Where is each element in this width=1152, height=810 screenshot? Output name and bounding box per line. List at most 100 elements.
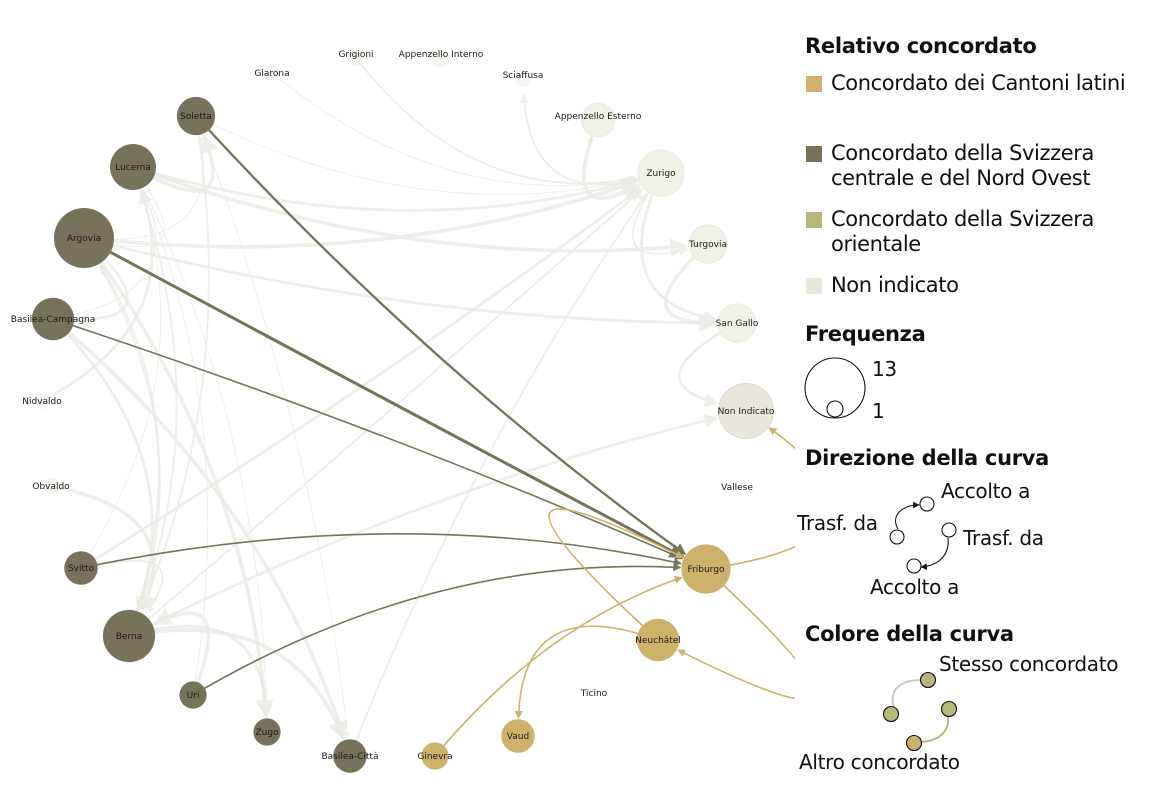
node-label: Uri xyxy=(187,691,200,701)
node-label: Basilea-Città xyxy=(321,752,378,762)
node-lucerna[interactable]: Lucerna xyxy=(110,144,156,190)
node-nidvaldo[interactable]: Nidvaldo xyxy=(22,393,62,409)
direction-label-received-a: Accolto a xyxy=(941,479,1031,503)
node-appenzello-esterno[interactable]: Appenzello Esterno xyxy=(555,102,642,138)
node-circle xyxy=(64,551,98,585)
background-edge xyxy=(631,172,689,256)
legend-swatch-centrale xyxy=(806,146,822,162)
node-label: Vallese xyxy=(721,483,753,493)
background-edge xyxy=(128,628,346,741)
node-label: Ginevra xyxy=(417,752,452,762)
node-obvaldo[interactable]: Obvaldo xyxy=(32,478,70,494)
legend-direction-title: Direzione della curva xyxy=(805,446,1050,470)
node-argovia[interactable]: Argovia xyxy=(53,207,115,269)
background-edge xyxy=(51,317,348,740)
background-edge xyxy=(677,321,738,407)
node-circle xyxy=(586,685,602,701)
node-circle xyxy=(264,65,280,81)
node-turgovia[interactable]: Turgovia xyxy=(688,224,728,264)
node-grigioni[interactable]: Grigioni xyxy=(338,50,374,66)
node-glarona[interactable]: Glarona xyxy=(254,65,290,81)
color-label-other: Altro concordato xyxy=(799,750,960,774)
node-berna[interactable]: Berna xyxy=(102,609,156,663)
background-edge xyxy=(83,178,640,249)
node-basilea-citta[interactable]: Basilea-Città xyxy=(321,739,379,773)
color-label-same: Stesso concordato xyxy=(939,652,1119,676)
background-edge xyxy=(271,72,637,186)
node-label: Friburgo xyxy=(688,565,725,575)
node-appenzello-interno[interactable]: Appenzello Interno xyxy=(399,50,484,68)
background-edge xyxy=(99,264,160,637)
node-circle xyxy=(110,144,156,190)
node-ginevra[interactable]: Ginevra xyxy=(417,742,453,770)
edge-ginevra-to-friburgo xyxy=(434,575,683,757)
node-circle xyxy=(637,149,685,197)
edge-uri-to-friburgo xyxy=(192,563,682,696)
node-label: Soletta xyxy=(180,112,212,122)
node-zugo[interactable]: Zugo xyxy=(253,718,281,746)
legend-item-centrale: Concordato della Svizzera centrale e del… xyxy=(806,141,1136,191)
node-svitto[interactable]: Svitto xyxy=(64,551,98,585)
node-neuchatel[interactable]: Neuchâtel xyxy=(635,618,681,662)
legend-swatch-orientale xyxy=(806,212,822,228)
node-sciaffusa[interactable]: Sciaffusa xyxy=(503,71,544,87)
node-circle xyxy=(102,609,156,663)
node-label: Ticino xyxy=(580,689,608,699)
node-soletta[interactable]: Soletta xyxy=(176,96,216,136)
node-non-indicato[interactable]: Non Indicato xyxy=(718,383,775,439)
legend-item-none: Non indicato xyxy=(806,273,1136,298)
direction-label-transferred-b: Trasf. da xyxy=(963,526,1044,550)
background-edge xyxy=(640,172,718,325)
node-san-gallo[interactable]: San Gallo xyxy=(716,303,759,343)
node-zurigo[interactable]: Zurigo xyxy=(637,149,685,197)
node-label: Svitto xyxy=(68,564,95,574)
node-label: Basilea-Campagna xyxy=(11,315,95,325)
background-edge xyxy=(132,165,689,257)
node-vaud[interactable]: Vaud xyxy=(501,719,535,753)
legend-concordat-title: Relativo concordato xyxy=(805,34,1037,58)
legend-swatch-none xyxy=(806,278,822,294)
direction-arrows-icon xyxy=(889,496,957,574)
node-circle xyxy=(43,478,59,494)
legend-label-orientale: Concordato della Svizzera orientale xyxy=(831,207,1094,256)
direction-label-transferred-a: Trasf. da xyxy=(797,511,878,535)
node-label: Zurigo xyxy=(646,169,676,179)
node-circle xyxy=(636,618,680,662)
node-circle xyxy=(348,50,364,66)
node-label: Grigioni xyxy=(338,50,373,60)
legend-label-centrale: Concordato della Svizzera centrale e del… xyxy=(831,141,1094,190)
node-circle xyxy=(729,479,745,495)
node-label: Berna xyxy=(116,632,142,642)
curve-color-icon xyxy=(882,671,958,752)
node-friburgo[interactable]: Friburgo xyxy=(681,544,731,594)
canton-nodes: Grigioni Appenzello Interno Sciaffusa Appen… xyxy=(11,50,775,773)
node-circle xyxy=(688,224,728,264)
node-label: Neuchâtel xyxy=(635,636,681,646)
node-label: Nidvaldo xyxy=(22,397,62,407)
background-edge xyxy=(141,189,209,696)
node-uri[interactable]: Uri xyxy=(179,681,207,709)
edge-neuchatel-to-vaud xyxy=(514,625,659,720)
background-edge xyxy=(195,115,350,738)
frequency-max-label: 13 xyxy=(872,357,897,381)
edge-soletta-to-friburgo xyxy=(195,115,687,556)
node-circle xyxy=(501,719,535,753)
node-circle xyxy=(253,718,281,746)
background-edge xyxy=(143,189,268,733)
node-circle xyxy=(176,96,216,136)
legend-item-latini: Concordato dei Cantoni latini xyxy=(806,71,1152,96)
node-circle xyxy=(717,303,757,343)
node-label: Vaud xyxy=(507,732,529,742)
background-edge xyxy=(41,189,154,403)
frequency-min-label: 1 xyxy=(872,399,885,423)
background-edge xyxy=(128,413,719,638)
highlighted-edges xyxy=(52,115,795,757)
node-circle xyxy=(31,297,75,341)
background-edge xyxy=(152,608,211,696)
background-edge xyxy=(80,186,643,570)
node-label: Turgovia xyxy=(688,240,727,250)
legend-label-none: Non indicato xyxy=(831,273,959,297)
node-ticino[interactable]: Ticino xyxy=(580,685,608,701)
node-basilea-campagna[interactable]: Basilea-Campagna xyxy=(11,297,95,341)
node-vallese[interactable]: Vallese xyxy=(721,479,753,495)
